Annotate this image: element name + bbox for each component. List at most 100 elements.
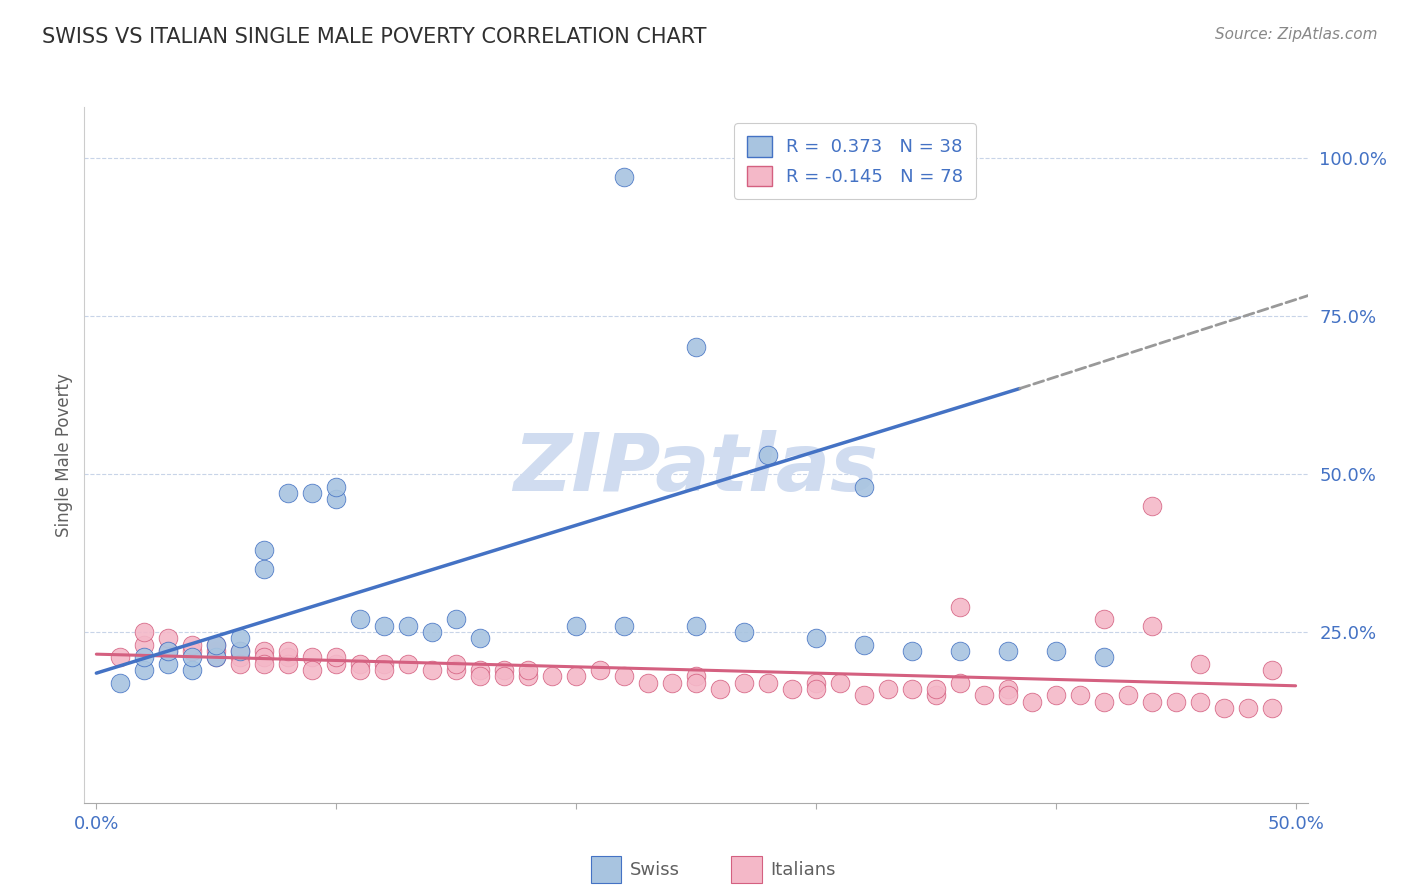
Point (110, 675, 132, 690)
Point (1092, 612, 1115, 626)
Point (277, 644, 299, 658)
Point (901, 644, 924, 658)
Text: ZIPatlas: ZIPatlas (513, 430, 879, 508)
Point (373, 663, 395, 677)
Point (1069, 688, 1091, 702)
Point (468, 632, 491, 646)
Point (1140, 499, 1163, 513)
Point (1236, 701, 1258, 715)
Point (804, 681, 827, 696)
Point (1140, 695, 1163, 709)
Point (1260, 701, 1282, 715)
Point (804, 675, 827, 690)
Point (709, 681, 731, 696)
Point (949, 644, 972, 658)
Point (733, 675, 755, 690)
Point (253, 542, 276, 557)
Point (349, 663, 371, 677)
Point (181, 644, 204, 658)
Point (1212, 701, 1234, 715)
Point (997, 681, 1019, 696)
Point (565, 618, 588, 632)
Point (134, 650, 156, 665)
Point (517, 669, 540, 683)
Point (205, 650, 228, 665)
Point (134, 625, 156, 640)
Point (685, 669, 707, 683)
Point (396, 618, 419, 632)
Point (1021, 695, 1043, 709)
Point (373, 618, 395, 632)
Point (565, 669, 588, 683)
Point (157, 644, 180, 658)
Point (181, 650, 204, 665)
Point (301, 650, 323, 665)
Point (1140, 618, 1163, 632)
Point (1116, 688, 1139, 702)
Point (685, 618, 707, 632)
Point (733, 625, 755, 640)
Point (205, 638, 228, 652)
Point (852, 479, 875, 493)
Point (949, 675, 972, 690)
Text: Source: ZipAtlas.com: Source: ZipAtlas.com (1215, 27, 1378, 42)
Point (997, 644, 1019, 658)
Point (181, 663, 204, 677)
Point (756, 448, 779, 462)
Point (444, 612, 467, 626)
Point (756, 675, 779, 690)
Point (661, 675, 683, 690)
Point (901, 681, 924, 696)
Point (277, 650, 299, 665)
Point (325, 492, 347, 507)
Point (613, 618, 636, 632)
Point (157, 657, 180, 671)
Point (229, 657, 252, 671)
Text: Italians: Italians (770, 861, 837, 879)
Point (1188, 695, 1211, 709)
Point (253, 644, 276, 658)
Point (349, 612, 371, 626)
Point (468, 669, 491, 683)
Point (589, 663, 612, 677)
Point (420, 625, 443, 640)
Point (205, 650, 228, 665)
Point (637, 675, 659, 690)
Point (373, 657, 395, 671)
Point (301, 486, 323, 500)
Point (420, 663, 443, 677)
Point (157, 644, 180, 658)
Point (780, 681, 803, 696)
Point (325, 657, 347, 671)
Text: SWISS VS ITALIAN SINGLE MALE POVERTY CORRELATION CHART: SWISS VS ITALIAN SINGLE MALE POVERTY COR… (42, 27, 707, 46)
Point (876, 681, 898, 696)
Point (494, 663, 516, 677)
Point (1260, 663, 1282, 677)
Point (134, 638, 156, 652)
Point (1164, 695, 1187, 709)
Point (157, 632, 180, 646)
Point (253, 650, 276, 665)
Point (396, 657, 419, 671)
Y-axis label: Single Male Poverty: Single Male Poverty (55, 373, 73, 537)
Point (301, 663, 323, 677)
Point (277, 657, 299, 671)
Point (685, 675, 707, 690)
Point (494, 669, 516, 683)
Point (349, 657, 371, 671)
Point (325, 479, 347, 493)
Point (997, 688, 1019, 702)
Point (229, 650, 252, 665)
Point (1188, 657, 1211, 671)
Point (1092, 650, 1115, 665)
Point (852, 688, 875, 702)
Point (925, 688, 948, 702)
Text: Swiss: Swiss (630, 861, 681, 879)
Point (325, 650, 347, 665)
Point (253, 562, 276, 576)
Point (205, 638, 228, 652)
Point (949, 599, 972, 614)
Point (181, 638, 204, 652)
Point (468, 663, 491, 677)
Point (973, 688, 995, 702)
